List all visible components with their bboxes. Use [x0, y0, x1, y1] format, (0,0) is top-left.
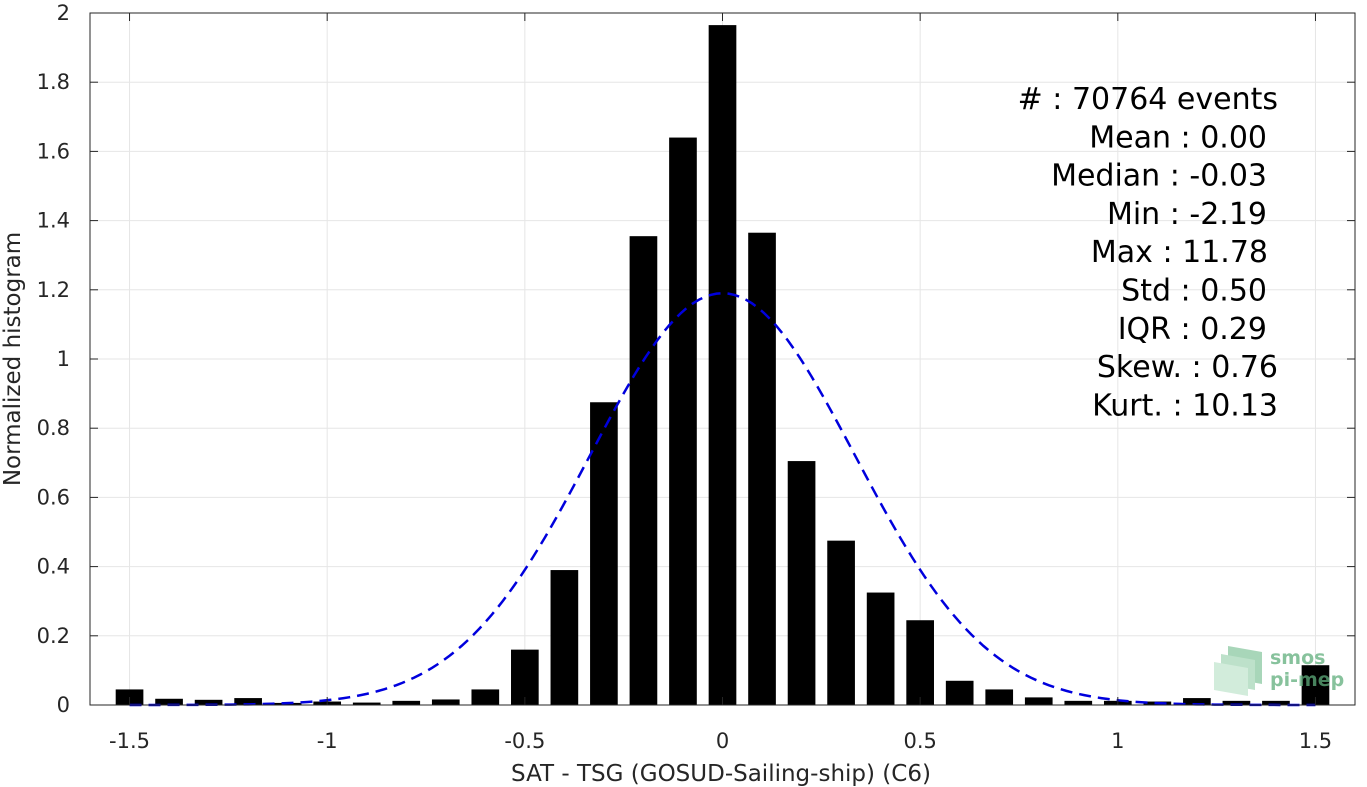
histogram-bar-13 [629, 236, 658, 706]
histogram-bar-14 [669, 137, 697, 705]
stat-line-5: Std : 0.50 [1121, 274, 1267, 309]
y-tick-label-10: 2 [57, 1, 70, 25]
stat-line-3: Min : -2.19 [1107, 197, 1267, 232]
x-tick-label-0: -1.5 [109, 729, 150, 753]
x-axis-label: SAT - TSG (GOSUD-Sailing-ship) (C6) [511, 761, 931, 787]
x-axis-ticks: -1.5 -1 -0.5 0 0.5 1 1.5 [109, 13, 1332, 753]
y-axis-ticks: 0 0.2 0.4 0.6 0.8 1 1.2 1.4 1.6 1.8 2 [37, 1, 1355, 717]
histogram-bar-20 [906, 620, 934, 705]
x-tick-label-6: 1.5 [1299, 729, 1332, 753]
stat-line-1: Mean : 0.00 [1089, 120, 1267, 155]
histogram-bar-11 [550, 570, 579, 705]
y-tick-label-9: 1.8 [37, 70, 70, 94]
histogram-bar-23 [1024, 697, 1053, 705]
histogram-bar-12 [590, 402, 618, 705]
stat-line-0: # : 70764 events [1018, 82, 1278, 117]
histogram-bar-3 [234, 698, 262, 705]
y-tick-label-2: 0.4 [37, 555, 70, 579]
stat-line-2: Median : -0.03 [1051, 159, 1267, 194]
y-tick-label-3: 0.6 [37, 485, 70, 509]
histogram-bar-29 [1262, 700, 1290, 705]
histogram-bar-21 [945, 680, 974, 705]
y-tick-label-6: 1.2 [37, 278, 70, 302]
histogram-bar-6 [352, 702, 381, 705]
logo-mark-front [1214, 662, 1248, 696]
y-tick-label-7: 1.4 [37, 209, 70, 233]
stat-line-6: IQR : 0.29 [1118, 312, 1267, 347]
logo-line2: pi-mep [1270, 669, 1344, 691]
logo-line1: smos [1270, 647, 1325, 669]
y-tick-label-0: 0 [57, 693, 70, 717]
histogram-bar-27 [1183, 698, 1211, 705]
histogram-bar-7 [392, 700, 421, 705]
histogram-bar-18 [827, 540, 855, 705]
histogram-bar-2 [194, 699, 223, 705]
histogram-bar-15 [708, 25, 737, 706]
x-tick-label-2: -0.5 [504, 729, 545, 753]
histogram-bar-8 [431, 699, 460, 705]
x-tick-label-4: 0.5 [903, 729, 936, 753]
y-tick-label-4: 0.8 [37, 416, 70, 440]
x-tick-label-3: 0 [716, 729, 729, 753]
histogram-bar-9 [471, 689, 500, 705]
histogram-bar-22 [985, 689, 1014, 705]
y-tick-label-8: 1.6 [37, 139, 70, 163]
histogram-bar-28 [1222, 700, 1251, 705]
smos-pi-mep-logo: smos pi-mep [1214, 646, 1344, 696]
histogram-bar-24 [1064, 700, 1093, 705]
x-tick-label-5: 1 [1111, 729, 1124, 753]
y-axis-label: Normalized histogram [0, 232, 26, 486]
y-tick-label-1: 0.2 [37, 624, 70, 648]
stat-line-7: Skew. : 0.76 [1097, 350, 1278, 385]
stat-line-4: Max : 11.78 [1091, 235, 1268, 270]
stat-line-8: Kurt. : 10.13 [1092, 388, 1278, 423]
histogram-bars [115, 25, 1330, 706]
x-tick-label-1: -1 [317, 729, 338, 753]
histogram-bar-10 [511, 649, 539, 705]
histogram-bar-19 [866, 592, 895, 705]
y-tick-label-5: 1 [57, 347, 70, 371]
histogram-bar-1 [155, 698, 183, 705]
histogram-bar-17 [787, 461, 816, 705]
